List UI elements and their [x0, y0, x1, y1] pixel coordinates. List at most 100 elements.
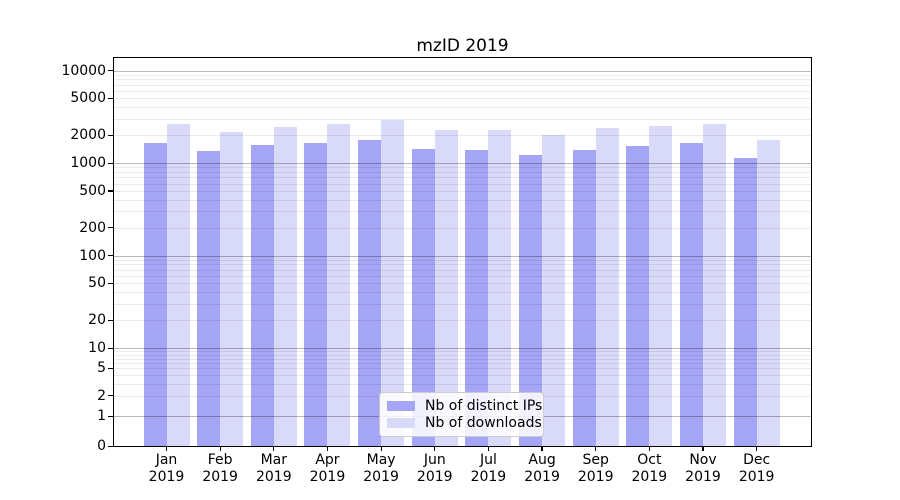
x-axis-tick-label: Sep 2019: [577, 452, 614, 485]
minor-gridline: [114, 84, 811, 86]
bar-distinct-ips-may: [358, 139, 382, 446]
minor-gridline: [114, 292, 811, 294]
y-axis-tick-label: 500: [79, 182, 106, 199]
minor-gridline: [114, 259, 811, 261]
x-axis-tick-mark: [434, 446, 436, 451]
major-gridline: [114, 348, 811, 349]
y-axis-tick-label: 10: [88, 340, 106, 356]
minor-gridline: [114, 211, 811, 213]
y-axis-tick-label: 100: [79, 247, 106, 264]
minor-gridline: [114, 358, 811, 360]
bar-distinct-ips-jun: [411, 149, 435, 446]
minor-gridline: [114, 351, 811, 353]
y-axis-tick-mark: [108, 319, 113, 321]
legend-item-distinct-ips: Nb of distinct IPs: [387, 398, 542, 414]
x-axis-tick-mark: [326, 446, 329, 451]
minor-gridline: [114, 135, 811, 137]
legend-swatch-downloads: [387, 418, 415, 429]
minor-gridline: [114, 98, 811, 100]
y-axis-tick-mark: [108, 134, 113, 136]
y-axis-tick-mark: [108, 227, 113, 229]
minor-gridline: [114, 375, 811, 377]
minor-gridline: [114, 167, 811, 169]
y-axis-tick-mark: [108, 395, 113, 397]
minor-gridline: [114, 227, 811, 229]
bar-distinct-ips-nov: [680, 143, 703, 446]
bar-downloads-dec: [756, 139, 780, 446]
minor-gridline: [114, 199, 811, 201]
minor-gridline: [114, 91, 811, 93]
x-axis-tick-mark: [219, 446, 221, 451]
minor-gridline: [114, 190, 811, 192]
y-axis-tick-label: 2: [97, 387, 106, 404]
y-axis-tick-label: 1: [97, 408, 106, 424]
x-axis-tick-mark: [487, 446, 489, 451]
x-axis-tick-label: Aug 2019: [524, 452, 560, 485]
minor-gridline: [114, 320, 811, 322]
x-axis-tick-mark: [273, 446, 275, 451]
x-axis-tick-mark: [165, 446, 168, 451]
y-axis-tick-label: 2000: [70, 127, 106, 144]
bar-downloads-oct: [649, 125, 673, 446]
y-axis-tick-label: 5000: [70, 90, 106, 107]
major-gridline: [114, 255, 811, 257]
x-axis-tick-label: Jul 2019: [470, 452, 507, 485]
x-axis-tick-mark: [648, 446, 650, 451]
minor-gridline: [114, 264, 811, 266]
x-axis-tick-label: Oct 2019: [631, 452, 668, 485]
legend-item-downloads: Nb of downloads: [387, 415, 542, 431]
minor-gridline: [114, 368, 811, 370]
x-axis-tick-label: Feb 2019: [202, 452, 238, 485]
x-axis-tick-label: May 2019: [363, 452, 399, 485]
bar-downloads-apr: [327, 124, 351, 446]
legend-swatch-distinct-ips: [387, 400, 415, 411]
minor-gridline: [114, 363, 811, 365]
y-axis-tick-label: 1000: [70, 155, 106, 171]
bar-distinct-ips-mar: [250, 144, 274, 446]
major-gridline: [114, 163, 811, 164]
minor-gridline: [114, 107, 811, 109]
x-axis-tick-mark: [541, 446, 543, 451]
x-axis-tick-label: Jun 2019: [416, 452, 453, 485]
minor-gridline: [114, 177, 811, 179]
y-axis-tick-label: 200: [79, 219, 106, 236]
minor-gridline: [114, 171, 811, 173]
bar-downloads-jan: [166, 124, 190, 446]
x-axis-tick-label: Nov 2019: [685, 452, 721, 485]
legend-label-distinct-ips: Nb of distinct IPs: [425, 397, 543, 414]
y-axis-tick-mark: [108, 97, 113, 100]
bar-distinct-ips-aug: [519, 155, 543, 446]
minor-gridline: [114, 79, 811, 81]
bar-distinct-ips-dec: [733, 157, 757, 446]
bar-downloads-sep: [595, 127, 619, 446]
bar-downloads-may: [381, 119, 405, 446]
minor-gridline: [114, 383, 811, 385]
x-axis-tick-label: Jan 2019: [148, 452, 185, 485]
y-axis-tick-mark: [108, 190, 113, 192]
x-axis-tick-label: Mar 2019: [255, 452, 292, 485]
y-axis-tick-label: 50: [88, 275, 106, 292]
bar-downloads-jun: [434, 130, 458, 446]
bar-downloads-jul: [488, 129, 512, 446]
y-axis-tick-mark: [108, 367, 113, 370]
bar-distinct-ips-jul: [465, 150, 489, 446]
y-axis-tick-mark: [108, 445, 113, 447]
bar-distinct-ips-jan: [143, 143, 167, 446]
minor-gridline: [114, 74, 811, 76]
y-axis-tick-mark: [108, 415, 113, 417]
y-axis-tick-mark: [108, 162, 113, 164]
minor-gridline: [114, 303, 811, 305]
x-axis-tick-mark: [595, 446, 597, 451]
y-axis-tick-label: 0: [97, 438, 106, 454]
bar-downloads-mar: [273, 127, 297, 446]
legend: Nb of distinct IPs Nb of downloads: [379, 392, 544, 437]
y-axis-tick-mark: [108, 255, 113, 257]
x-axis-tick-label: Dec 2019: [738, 452, 775, 485]
minor-gridline: [114, 183, 811, 185]
legend-label-downloads: Nb of downloads: [425, 415, 542, 432]
bar-downloads-nov: [703, 123, 726, 446]
minor-gridline: [114, 118, 811, 120]
minor-gridline: [114, 283, 811, 285]
y-axis-tick-mark: [108, 70, 113, 72]
